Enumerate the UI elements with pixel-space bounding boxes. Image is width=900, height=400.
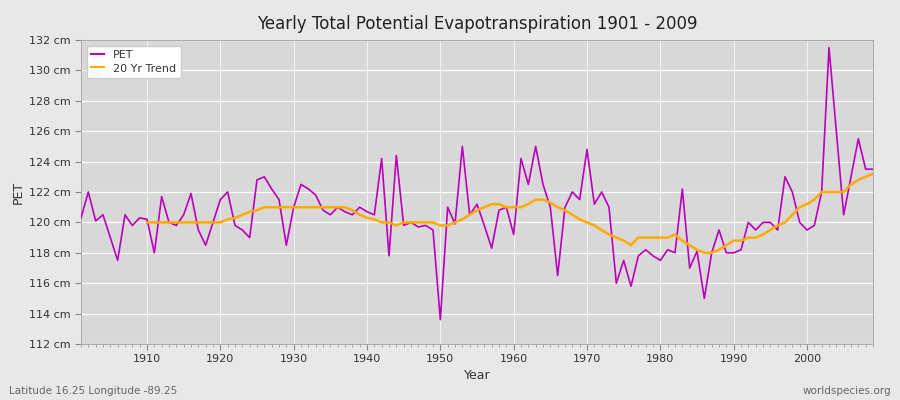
Legend: PET, 20 Yr Trend: PET, 20 Yr Trend	[86, 46, 181, 78]
Y-axis label: PET: PET	[12, 180, 24, 204]
X-axis label: Year: Year	[464, 368, 490, 382]
Text: Latitude 16.25 Longitude -89.25: Latitude 16.25 Longitude -89.25	[9, 386, 177, 396]
Title: Yearly Total Potential Evapotranspiration 1901 - 2009: Yearly Total Potential Evapotranspiratio…	[256, 15, 698, 33]
Text: worldspecies.org: worldspecies.org	[803, 386, 891, 396]
